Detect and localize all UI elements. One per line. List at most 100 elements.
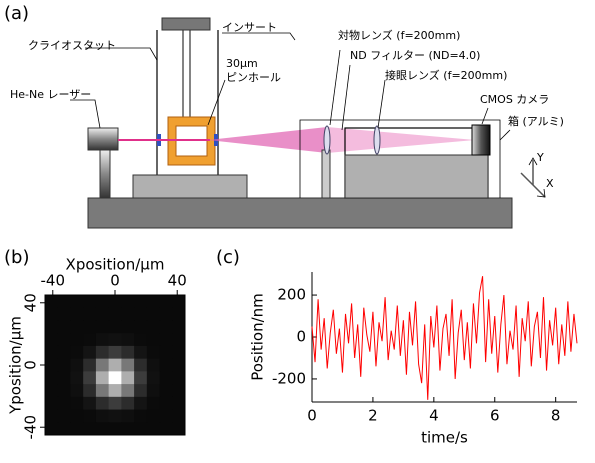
heatmap-cell: [134, 333, 147, 346]
label: 30μm: [226, 57, 258, 70]
x-tick-label: 40: [168, 272, 187, 290]
heatmap-cell: [83, 295, 96, 308]
label: X: [546, 177, 554, 190]
heatmap-cell: [121, 371, 134, 384]
heatmap-cell: [109, 359, 122, 372]
heatmap-cell: [172, 346, 185, 359]
heatmap-cell: [172, 371, 185, 384]
heatmap-cell: [109, 320, 122, 333]
heatmap-cell: [147, 371, 160, 384]
heatmap-cell: [147, 308, 160, 321]
x-tick-label: 8: [551, 407, 561, 425]
heatmap-cell: [172, 384, 185, 397]
heatmap-cell: [172, 308, 185, 321]
heatmap-cell: [45, 308, 58, 321]
figure: (a) (b) (c): [0, 0, 595, 463]
heatmap-cell: [121, 422, 134, 435]
y-axis-label: Yposition/µm: [7, 316, 25, 415]
heatmap-cell: [58, 308, 71, 321]
heatmap-cell: [134, 295, 147, 308]
heatmap-cell: [83, 371, 96, 384]
y-axis-label: Position/nm: [249, 293, 267, 381]
heatmap-cell: [109, 422, 122, 435]
label: 対物レンズ (f=200mm): [338, 28, 460, 42]
heatmap-cell: [45, 333, 58, 346]
label: 接眼レンズ (f=200mm): [385, 68, 507, 82]
heatmap-cell: [172, 359, 185, 372]
heatmap-cell: [96, 295, 109, 308]
heatmap-cell: [160, 371, 173, 384]
heatmap-cell: [83, 346, 96, 359]
heatmap-cell: [172, 422, 185, 435]
heatmap-cell: [109, 333, 122, 346]
heatmap-cell: [121, 333, 134, 346]
heatmap-cell: [134, 422, 147, 435]
x-tick-label: 4: [429, 407, 439, 425]
heatmap-cell: [58, 359, 71, 372]
panel-label: (c): [216, 247, 240, 268]
x-axis-label: Xposition/µm: [66, 256, 165, 274]
heatmap-cell: [109, 371, 122, 384]
heatmap-cell: [160, 320, 173, 333]
heatmap-cell: [83, 320, 96, 333]
heatmap-cell: [83, 333, 96, 346]
heatmap-cell: [96, 333, 109, 346]
x-tick-label: -40: [41, 272, 66, 290]
heatmap-cell: [45, 359, 58, 372]
y-tick-label: 0: [296, 328, 306, 346]
panel-label: (a): [4, 3, 29, 24]
heatmap-cell: [121, 359, 134, 372]
heatmap-cell: [96, 346, 109, 359]
heatmap-cell: [96, 308, 109, 321]
heatmap-cell: [134, 359, 147, 372]
heatmap-cell: [58, 346, 71, 359]
heatmap-cell: [109, 410, 122, 423]
label: インサート: [222, 21, 277, 34]
heatmap-cell: [96, 371, 109, 384]
heatmap-cell: [58, 333, 71, 346]
heatmap-cell: [70, 346, 83, 359]
heatmap-cell: [83, 410, 96, 423]
heatmap-cell: [121, 384, 134, 397]
heatmap-cell: [160, 384, 173, 397]
heatmap-cell: [58, 422, 71, 435]
heatmap-cell: [134, 346, 147, 359]
heatmap-cell: [70, 295, 83, 308]
heatmap-cell: [70, 397, 83, 410]
heatmap-cell: [45, 410, 58, 423]
heatmap-cell: [45, 295, 58, 308]
heatmap-cell: [45, 320, 58, 333]
label: Y: [536, 151, 544, 164]
x-tick-label: 6: [490, 407, 500, 425]
heatmap-cell: [83, 384, 96, 397]
heatmap-cell: [70, 371, 83, 384]
heatmap-cell: [160, 346, 173, 359]
heatmap-cell: [96, 384, 109, 397]
label: クライオスタット: [28, 39, 116, 52]
label: 箱 (アルミ): [508, 114, 564, 128]
heatmap-cell: [83, 422, 96, 435]
heatmap-cell: [172, 333, 185, 346]
heatmap-cell: [147, 359, 160, 372]
x-tick-label: 0: [307, 407, 317, 425]
heatmap-cell: [121, 320, 134, 333]
heatmap-cell: [172, 397, 185, 410]
heatmap-cell: [96, 359, 109, 372]
heatmap-cell: [147, 397, 160, 410]
x-axis-label: time/s: [421, 429, 468, 447]
heatmap-cell: [45, 384, 58, 397]
heatmap-cell: [70, 320, 83, 333]
y-tick-label: -40: [22, 415, 40, 440]
heatmap-cell: [134, 308, 147, 321]
label: ピンホール: [226, 71, 281, 84]
y-tick-label: 40: [22, 293, 40, 312]
heatmap-cell: [58, 410, 71, 423]
heatmap-cell: [121, 410, 134, 423]
heatmap-cell: [134, 384, 147, 397]
heatmap-cell: [147, 410, 160, 423]
heatmap-cell: [121, 308, 134, 321]
y-tick-label: 200: [277, 286, 306, 304]
heatmap-cell: [96, 422, 109, 435]
panel-label: (b): [4, 247, 29, 268]
heatmap-cell: [147, 320, 160, 333]
